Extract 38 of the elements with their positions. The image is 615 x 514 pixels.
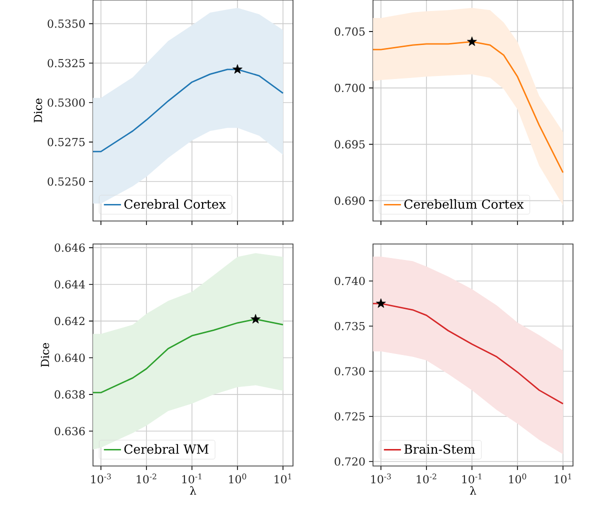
y-tick-label: 0.5325 <box>48 58 85 68</box>
legend-label: Brain-Stem <box>404 444 476 454</box>
y-tick-label: 0.700 <box>334 84 365 92</box>
y-tick-label: 0.636 <box>54 426 85 436</box>
y-tick-label: 0.638 <box>54 390 85 399</box>
y-axis-title: Dice <box>34 98 42 122</box>
y-tick-label: 0.735 <box>334 322 365 330</box>
y-tick-label: 0.740 <box>334 276 365 286</box>
x-tick-label: 10$^{-3}$ <box>371 474 391 484</box>
x-tick-label: 10$^{-2}$ <box>416 474 436 484</box>
y-tick-label: 0.5300 <box>48 98 85 107</box>
y-tick-label: 0.644 <box>54 280 85 289</box>
y-tick-label: 0.730 <box>334 367 365 376</box>
y-tick-label: 0.725 <box>334 412 365 421</box>
x-tick-label: 10$^{1}$ <box>274 474 292 484</box>
legend-label: Cerebellum Cortex <box>404 199 524 209</box>
x-tick-label: 10$^{-3}$ <box>91 474 111 484</box>
legend-label: Cerebral WM <box>124 444 208 454</box>
x-tick-label: 10$^{0}$ <box>229 474 246 484</box>
y-tick-label: 0.720 <box>334 457 365 466</box>
y-tick-label: 0.705 <box>334 27 365 36</box>
y-tick-label: 0.695 <box>334 140 365 148</box>
x-tick-label: 10$^{1}$ <box>554 474 572 484</box>
x-tick-label: 10$^{-1}$ <box>462 474 482 484</box>
x-tick-label: 10$^{0}$ <box>509 474 526 484</box>
y-tick-label: 0.5275 <box>48 138 85 146</box>
x-axis-title: λ <box>470 486 476 495</box>
y-tick-label: 0.5350 <box>48 20 85 28</box>
y-tick-label: 0.646 <box>54 244 85 252</box>
y-axis-title: Dice <box>40 343 50 367</box>
y-tick-label: 0.642 <box>54 316 84 326</box>
y-tick-label: 0.640 <box>54 354 85 362</box>
y-tick-label: 0.5250 <box>48 177 85 186</box>
x-axis-title: λ <box>190 486 196 495</box>
y-tick-label: 0.690 <box>334 196 365 205</box>
x-tick-label: 10$^{-1}$ <box>182 474 202 484</box>
x-tick-label: 10$^{-2}$ <box>136 474 156 484</box>
legend-label: Cerebral Cortex <box>124 199 226 209</box>
